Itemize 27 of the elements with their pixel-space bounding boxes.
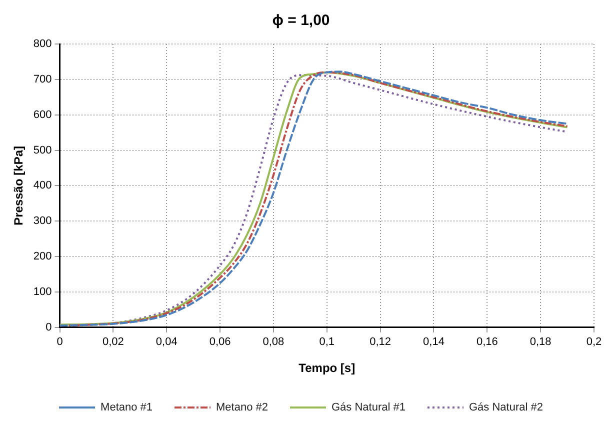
x-tick-label: 0,14 <box>423 336 444 348</box>
x-tick-label: 0,12 <box>370 336 392 348</box>
legend-label: Metano #1 <box>100 402 153 414</box>
y-axis-title: Pressão [kPa] <box>12 146 26 226</box>
y-tick-label: 200 <box>33 250 52 263</box>
y-tick-label: 300 <box>33 215 52 228</box>
y-tick-label: 700 <box>33 73 52 86</box>
legend-label: Gás Natural #2 <box>468 402 543 414</box>
x-tick-label: 0,06 <box>209 336 231 348</box>
x-tick-label: 0,16 <box>476 336 498 348</box>
y-tick-label: 600 <box>33 108 52 121</box>
y-tick-label: 800 <box>33 38 52 50</box>
y-tick-label: 400 <box>33 180 52 192</box>
y-tick-label: 100 <box>33 286 52 298</box>
chart-title: ϕ = 1,00 <box>272 12 330 30</box>
y-tick-label: 500 <box>33 144 52 156</box>
x-tick-label: 0,18 <box>530 336 552 348</box>
x-tick-label: 0,2 <box>586 336 602 348</box>
y-tick-label: 0 <box>46 321 52 334</box>
x-tick-label: 0 <box>56 336 63 348</box>
x-tick-label: 0,04 <box>156 336 178 348</box>
x-tick-label: 0,08 <box>262 336 284 348</box>
legend-label: Gás Natural #1 <box>332 402 406 414</box>
legend-label: Metano #2 <box>216 402 268 414</box>
x-tick-label: 0,02 <box>102 336 124 348</box>
x-tick-label: 0,1 <box>319 336 335 348</box>
x-axis-title: Tempo [s] <box>298 361 356 376</box>
